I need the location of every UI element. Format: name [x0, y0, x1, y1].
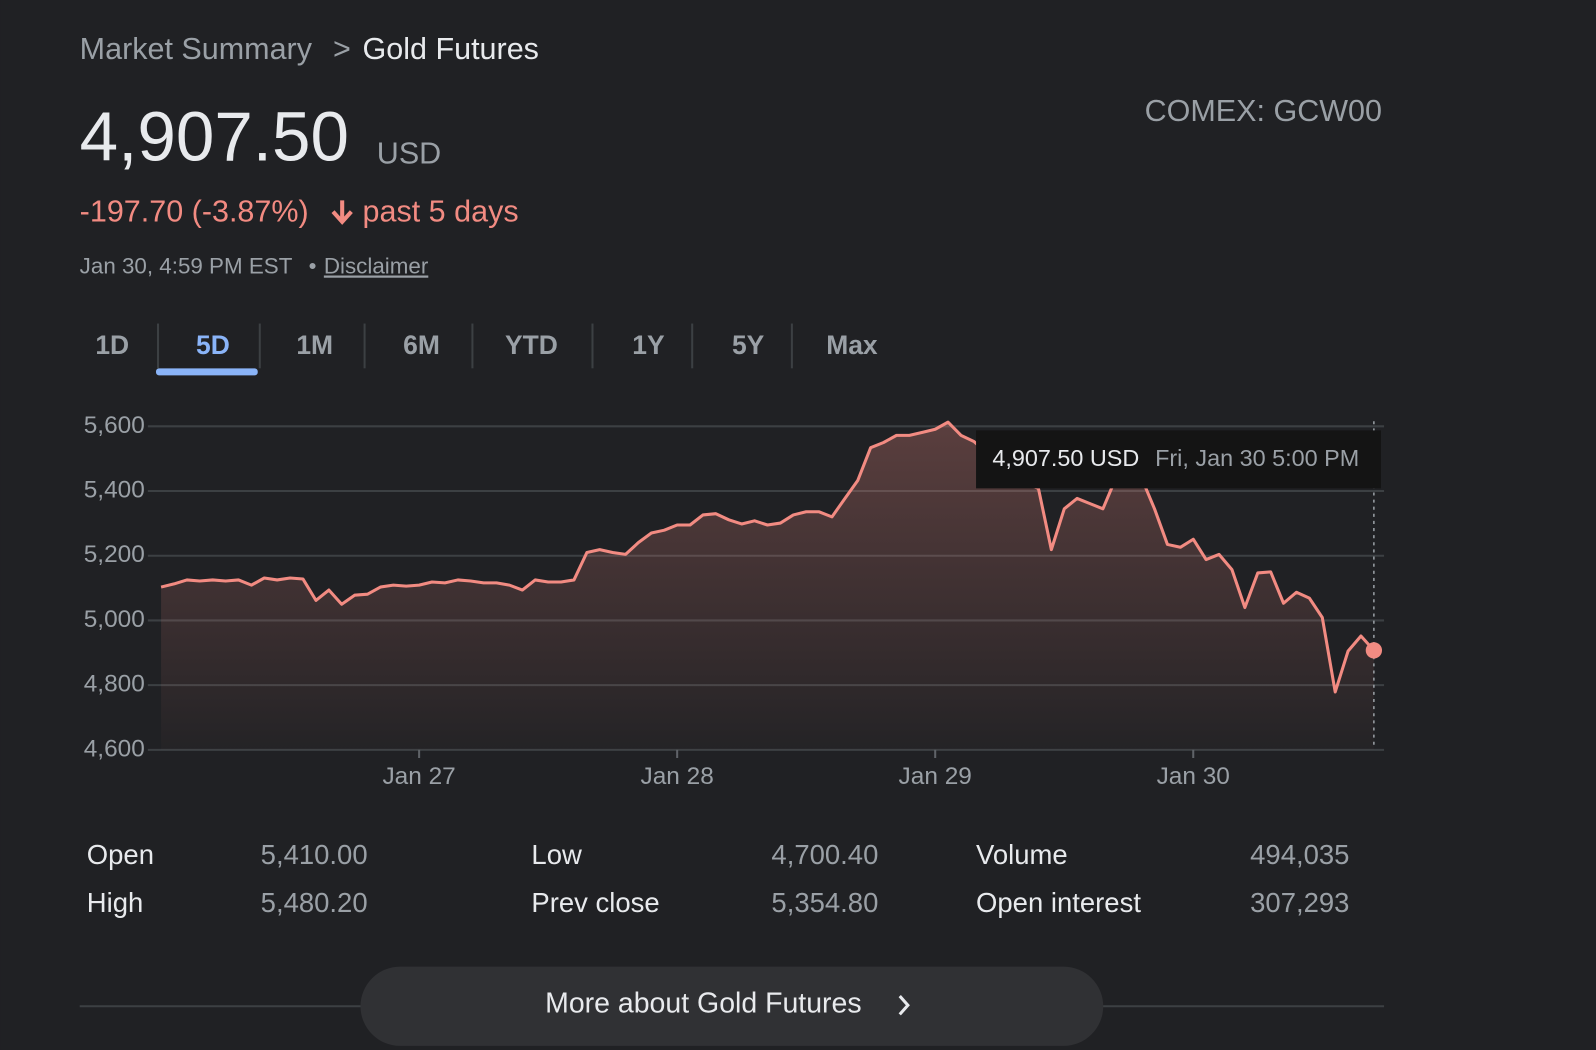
- breadcrumb-parent[interactable]: Market Summary: [80, 32, 313, 66]
- chevron: [898, 995, 910, 1016]
- stat-value: 494,035: [1250, 839, 1349, 870]
- price-change: -197.70 (-3.87%): [80, 195, 309, 229]
- stat-label: High: [87, 887, 144, 918]
- currency: USD: [377, 137, 441, 171]
- range-tab[interactable]: 6M: [403, 330, 440, 360]
- dot: •: [309, 253, 317, 278]
- timestamp: Jan 30, 4:59 PM EST: [80, 253, 293, 278]
- range-tab[interactable]: Max: [826, 330, 878, 360]
- down-arrow: [331, 200, 353, 225]
- price-line: [160, 420, 1376, 694]
- breadcrumb-current: Gold Futures: [363, 32, 539, 66]
- y-tick-label: 5,400: [84, 476, 145, 503]
- change-period: past 5 days: [363, 195, 519, 229]
- x-tick-label: Jan 28: [641, 763, 714, 790]
- range-tab[interactable]: 1M: [296, 330, 333, 360]
- range-tab[interactable]: 1Y: [632, 330, 665, 360]
- range-tab[interactable]: 5Y: [732, 330, 765, 360]
- y-tick-label: 4,600: [84, 735, 145, 762]
- stat-value: 5,410.00: [261, 839, 368, 870]
- ticker: COMEX: GCW00: [1145, 94, 1382, 128]
- stat-label: Open interest: [976, 887, 1141, 918]
- tooltip-time: Fri, Jan 30 5:00 PM: [1155, 445, 1359, 471]
- range-tab[interactable]: 5D: [196, 330, 230, 360]
- selected-underline: [155, 368, 258, 376]
- tooltip: [976, 430, 1381, 489]
- stat-label: Open: [87, 839, 154, 870]
- more-button[interactable]: [360, 966, 1104, 1046]
- x-tick-label: Jan 27: [382, 763, 455, 790]
- y-tick-label: 5,000: [84, 606, 145, 633]
- last-point: [1365, 642, 1383, 659]
- tooltip-value: 4,907.50 USD: [992, 445, 1139, 471]
- stat-value: 4,700.40: [771, 839, 878, 870]
- stat-value: 5,480.20: [261, 887, 368, 918]
- stat-value: 5,354.80: [771, 887, 878, 918]
- x-tick-label: Jan 30: [1157, 763, 1230, 790]
- stat-label: Prev close: [531, 887, 659, 918]
- disclaimer-link[interactable]: Disclaimer: [324, 253, 429, 278]
- price: 4,907.50: [80, 98, 349, 176]
- stat-label: Volume: [976, 839, 1068, 870]
- y-tick-label: 5,200: [84, 541, 145, 568]
- stat-label: Low: [531, 839, 582, 870]
- y-tick-label: 4,800: [84, 671, 145, 698]
- range-tab[interactable]: YTD: [505, 330, 558, 360]
- breadcrumb-separator: >: [333, 32, 351, 66]
- range-tab[interactable]: 1D: [95, 330, 129, 360]
- more-button-label[interactable]: More about Gold Futures: [545, 988, 861, 1020]
- x-tick-label: Jan 29: [899, 763, 972, 790]
- stat-value: 307,293: [1250, 887, 1349, 918]
- y-tick-label: 5,600: [84, 412, 145, 439]
